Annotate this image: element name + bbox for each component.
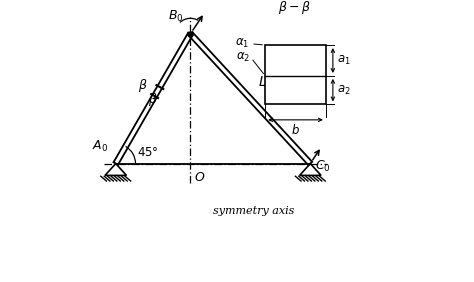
Bar	[265, 45, 326, 76]
Text: $\alpha_1$: $\alpha_1$	[236, 37, 250, 50]
Bar	[265, 45, 326, 104]
Text: $L$: $L$	[258, 75, 267, 89]
Text: $\beta - \beta$: $\beta - \beta$	[278, 0, 311, 16]
Text: $\alpha_2$: $\alpha_2$	[236, 51, 250, 64]
Text: $\beta$: $\beta$	[138, 77, 147, 94]
Text: $B_0$: $B_0$	[168, 9, 183, 24]
Text: $45°$: $45°$	[137, 146, 159, 159]
Text: $a_2$: $a_2$	[337, 83, 351, 97]
Text: $O$: $O$	[194, 171, 206, 184]
Text: $A_0$: $A_0$	[92, 138, 109, 154]
Text: $\beta$: $\beta$	[147, 91, 157, 108]
Text: $C_0$: $C_0$	[315, 159, 330, 175]
Text: $a_1$: $a_1$	[337, 54, 351, 67]
Text: symmetry axis: symmetry axis	[213, 206, 294, 216]
Text: $b$: $b$	[291, 123, 300, 137]
Bar	[265, 76, 326, 104]
